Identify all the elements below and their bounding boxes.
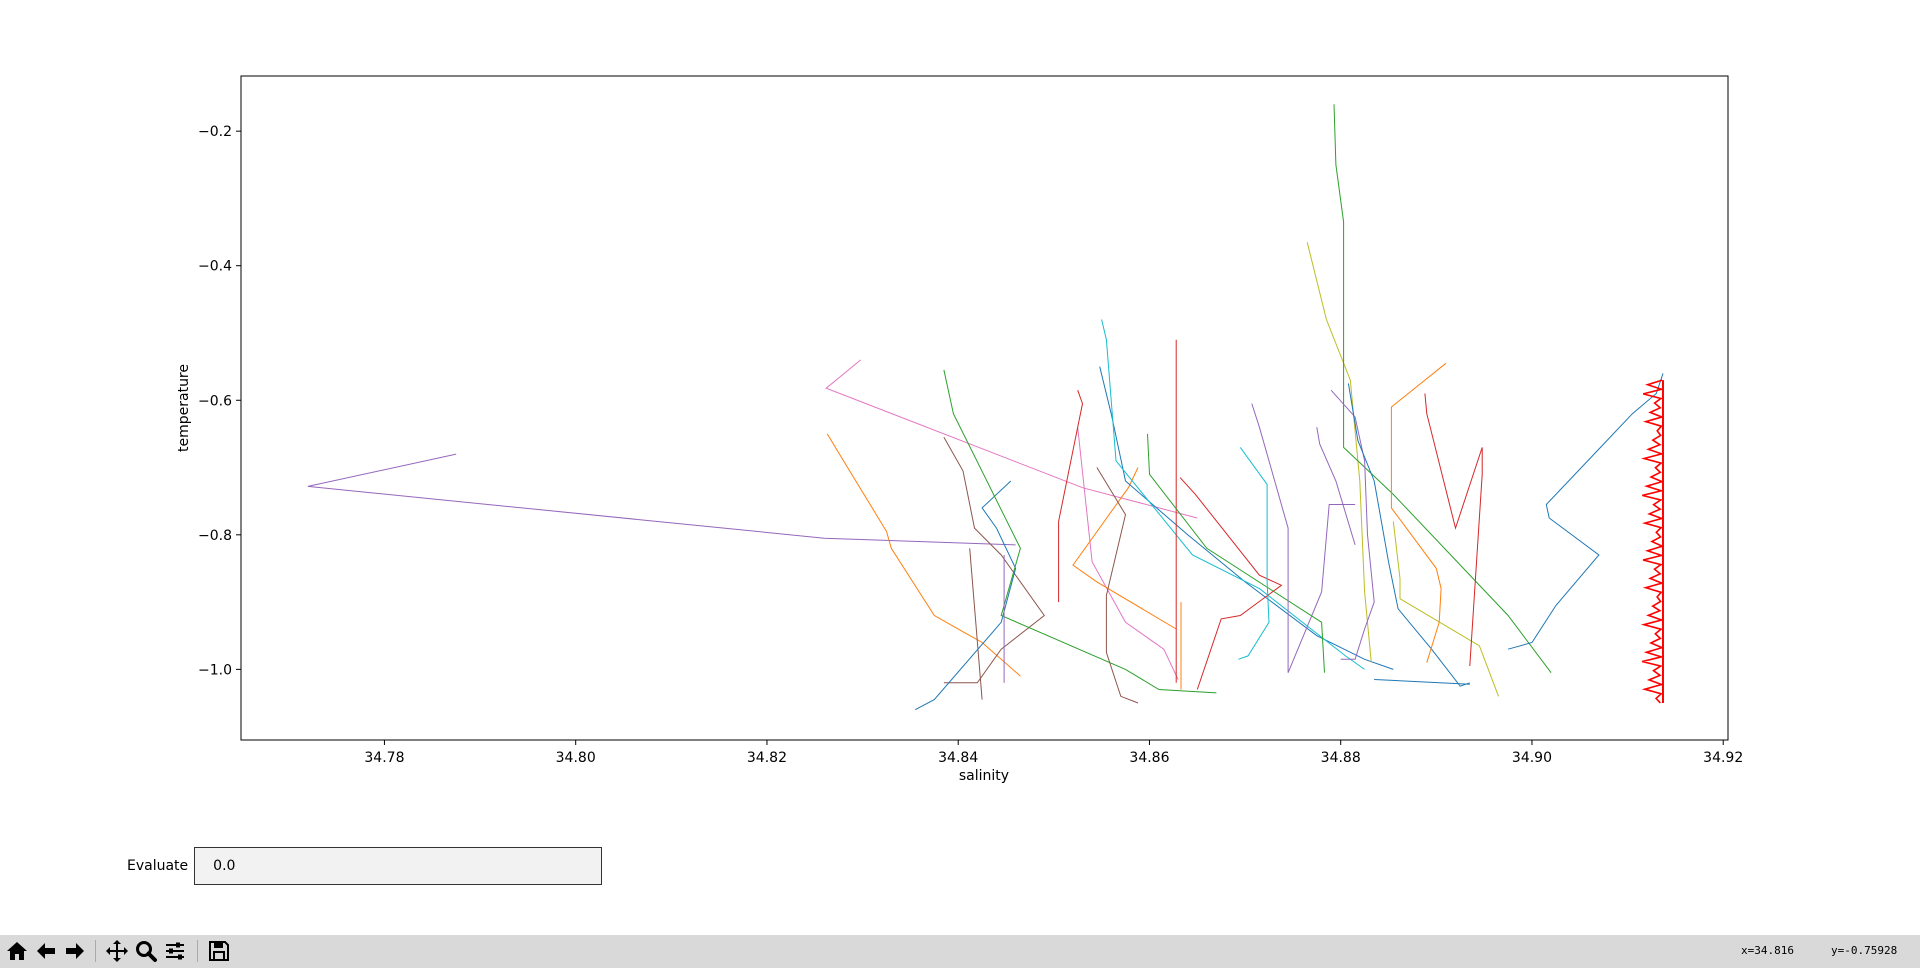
x-tick-label: 34.80 (556, 750, 596, 766)
profile-line-20 (1251, 403, 1356, 673)
back-button[interactable] (33, 938, 59, 964)
profile-line-7 (914, 480, 1017, 711)
pan-button[interactable] (104, 938, 130, 964)
zoom-button[interactable] (133, 938, 159, 964)
profile-line-8 (943, 369, 1217, 694)
configure-subplots-button[interactable] (162, 938, 188, 964)
profile-line-21 (1316, 427, 1356, 546)
x-tick-label: 34.90 (1512, 750, 1552, 766)
y-tick-label: −0.4 (198, 259, 232, 275)
pan-icon (106, 940, 128, 962)
y-axis-label: temperature (176, 364, 192, 452)
line-chart: 34.78 34.80 34.82 34.84 34.86 34.88 34.90 34.92… (176, 75, 1743, 784)
x-tick-label: 34.78 (364, 750, 404, 766)
evaluate-widget: Evaluate (127, 846, 603, 886)
profile-line-28 (1392, 521, 1499, 697)
x-tick-label: 34.92 (1703, 750, 1743, 766)
profile-line-13 (1099, 366, 1394, 670)
profile-line-12 (1096, 467, 1139, 704)
profile-line-18 (1179, 477, 1283, 690)
save-button[interactable] (206, 938, 232, 964)
profile-line-23 (1333, 104, 1552, 674)
profile-line-4 (826, 433, 1021, 677)
x-axis: 34.78 34.80 34.82 34.84 34.86 34.88 34.90 34.92 (364, 740, 1743, 766)
y-tick-label: −0.8 (198, 528, 232, 544)
profile-line-29 (1424, 393, 1483, 667)
profile-line-16 (1147, 433, 1325, 673)
x-tick-label: 34.88 (1321, 750, 1361, 766)
plot-frame (240, 75, 1729, 741)
configure-subplots-icon (166, 942, 184, 960)
profile-line-25 (1347, 383, 1470, 687)
profile-line-5 (943, 437, 1045, 684)
profile-line-10 (1058, 390, 1084, 603)
y-tick-label: −0.2 (198, 124, 232, 140)
profile-line-3 (1077, 427, 1179, 680)
profile-line-30 (1507, 373, 1664, 650)
x-axis-label: salinity (959, 768, 1009, 784)
profile-line-2 (825, 359, 1198, 519)
forward-icon (66, 943, 84, 959)
profile-line-11 (1072, 467, 1177, 630)
zoom-icon (136, 941, 157, 962)
cursor-y-readout: y=-0.75928 (1831, 944, 1898, 957)
profile-line-26 (1374, 679, 1470, 685)
x-tick-label: 34.84 (938, 750, 978, 766)
back-icon (37, 943, 55, 959)
home-icon (7, 942, 27, 960)
evaluate-input[interactable] (194, 847, 603, 885)
profile-line-14 (1101, 319, 1365, 670)
profile-line-1 (307, 453, 1016, 546)
profile-line-27 (1390, 362, 1447, 663)
y-axis: −0.2 −0.4 −0.6 −0.8 −1.0 (198, 124, 241, 678)
marked-profile-line (1640, 379, 1665, 704)
home-button[interactable] (4, 938, 30, 964)
cursor-x-readout: x=34.816 (1741, 944, 1794, 957)
profile-line-24 (1330, 389, 1375, 660)
evaluate-label: Evaluate (127, 858, 189, 874)
forward-button[interactable] (62, 938, 88, 964)
navigation-toolbar: x=34.816 y=-0.75928 (0, 935, 1920, 968)
profile-line-19 (1238, 447, 1270, 660)
x-tick-label: 34.82 (747, 750, 787, 766)
y-tick-label: −1.0 (198, 662, 232, 678)
x-tick-label: 34.86 (1129, 750, 1169, 766)
y-tick-label: −0.6 (198, 393, 232, 409)
series-layer (307, 104, 1665, 711)
profile-line-6 (969, 548, 983, 700)
profile-line-22 (1306, 242, 1372, 663)
save-icon (209, 941, 229, 961)
